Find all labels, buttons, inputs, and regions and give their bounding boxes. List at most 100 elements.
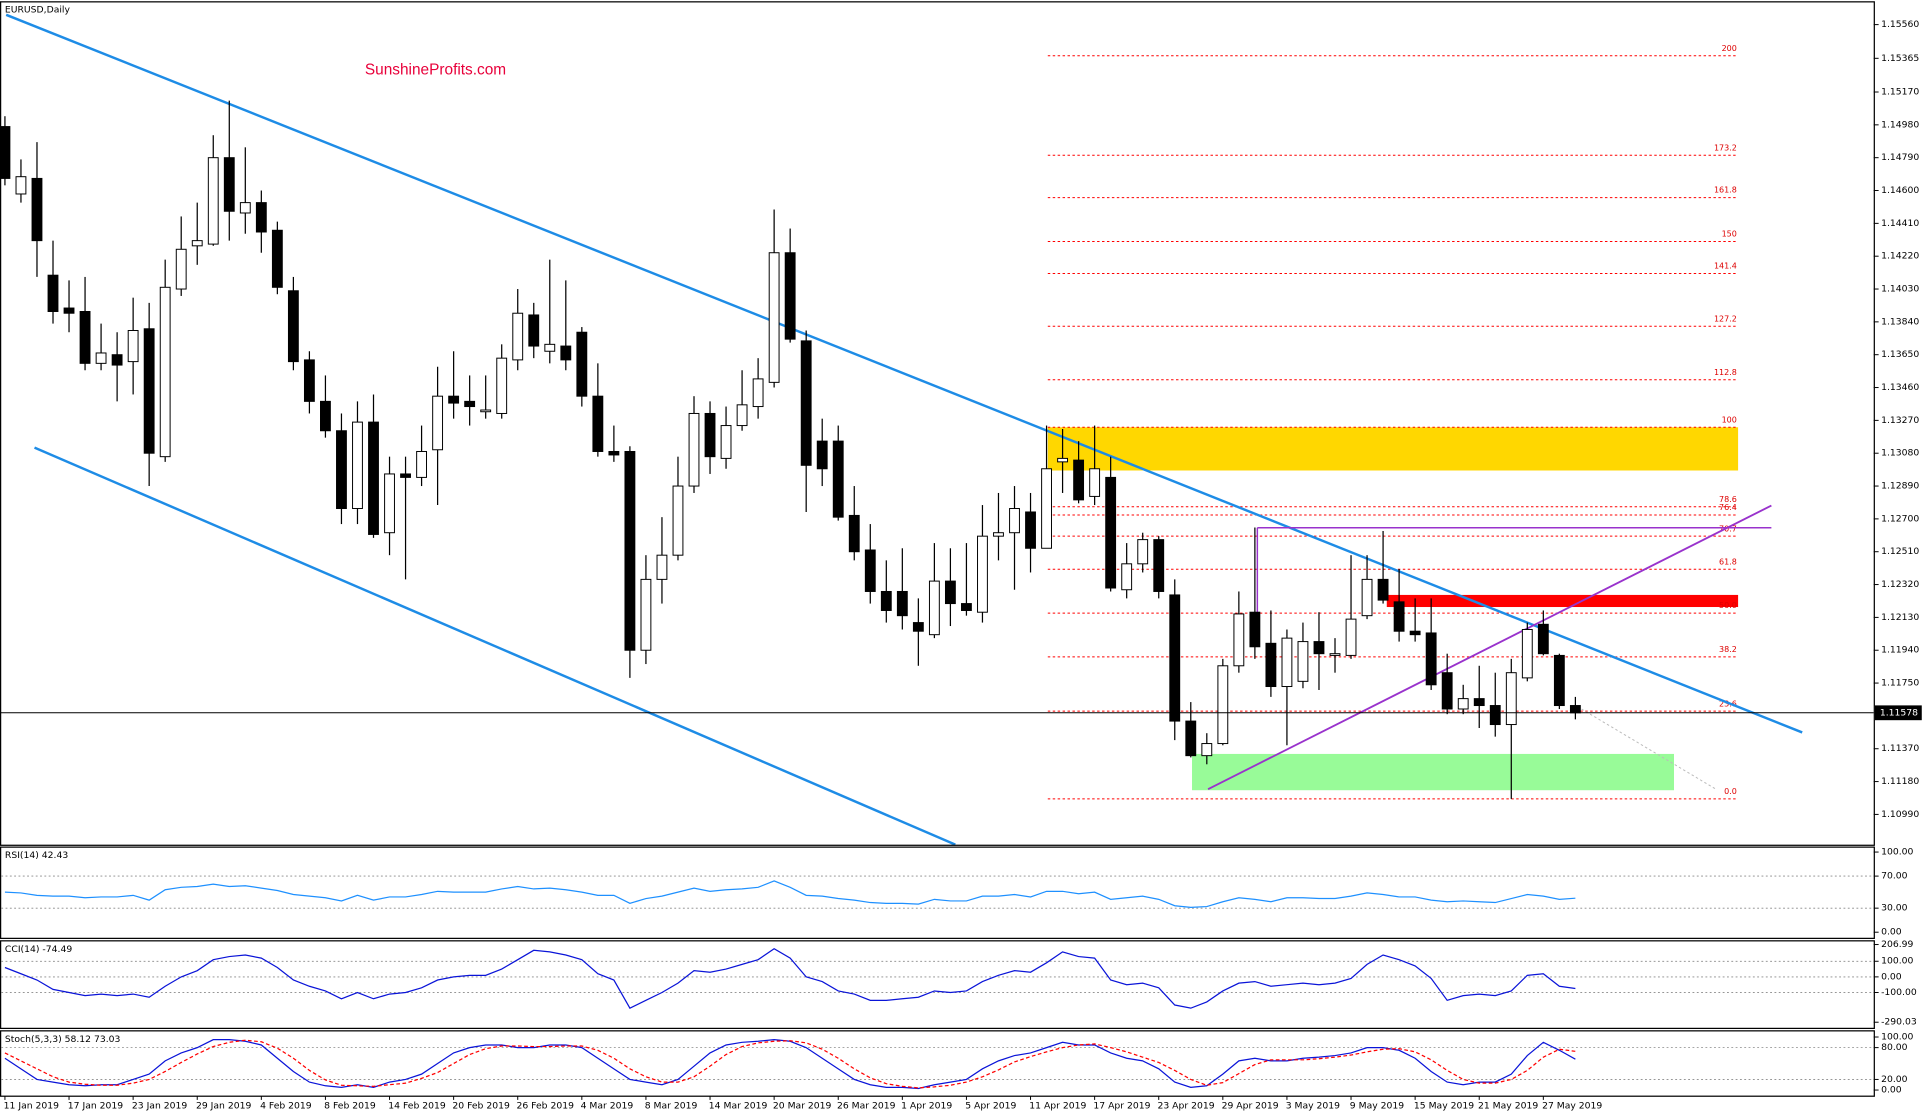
y-tick-label: 1.12510 <box>1881 546 1919 557</box>
x-tick-label: 20 Mar 2019 <box>773 1101 832 1111</box>
candle-body <box>704 412 716 458</box>
candle-body <box>271 229 283 288</box>
candle-body <box>63 307 75 314</box>
candle-body <box>624 450 636 651</box>
x-tick-label: 26 Feb 2019 <box>516 1101 574 1111</box>
fib-label: 173.2 <box>1714 143 1737 152</box>
channel-lower <box>34 446 956 846</box>
candle-body <box>1329 653 1341 656</box>
candle-body <box>1089 468 1101 497</box>
y-tick-label: 30.00 <box>1881 903 1908 914</box>
candle-body <box>977 535 988 613</box>
chart-title: EURUSD,Daily <box>5 4 71 15</box>
x-tick-label: 14 Mar 2019 <box>709 1101 768 1111</box>
y-tick-label: 1.10990 <box>1881 809 1919 820</box>
candle-body <box>31 177 43 242</box>
candle-body <box>79 311 91 364</box>
candle-body <box>1537 623 1549 655</box>
candle-body <box>239 202 251 214</box>
current-price-label: 1.11578 <box>1880 707 1918 718</box>
candle-body <box>752 378 764 408</box>
candle-body <box>848 514 860 553</box>
candle-body <box>303 359 315 402</box>
watermark: SunshineProfits.com <box>365 61 506 78</box>
candle-body <box>1425 632 1437 686</box>
fib-label: 112.8 <box>1714 368 1737 377</box>
candle-body <box>223 157 235 212</box>
x-tick-label: 9 May 2019 <box>1350 1101 1404 1111</box>
axes <box>0 1 1875 1097</box>
candle-body <box>1009 508 1020 534</box>
candle-body <box>944 580 956 605</box>
candle-body <box>464 400 476 408</box>
candle-body <box>1281 637 1293 688</box>
indicator-title: CCI(14) -74.49 <box>5 944 72 955</box>
x-tick-label: 17 Jan 2019 <box>68 1101 123 1111</box>
y-tick-label: 80.00 <box>1881 1042 1908 1053</box>
candle-body <box>159 286 171 458</box>
cci-pane <box>0 940 1875 1030</box>
y-tick-label: 1.13270 <box>1881 415 1919 426</box>
zone <box>1192 753 1674 791</box>
fib-label: 61.8 <box>1719 557 1737 566</box>
candle-body <box>928 580 940 636</box>
stoch-pane <box>0 1030 1875 1097</box>
candle-body <box>127 330 139 363</box>
candle-body <box>864 549 876 592</box>
candle-body <box>496 357 508 414</box>
x-tick-label: 26 Mar 2019 <box>837 1101 896 1111</box>
zones <box>1047 427 1739 791</box>
fib-label: 50.0 <box>1719 601 1737 610</box>
candle-body <box>95 352 107 364</box>
candle-body <box>1473 698 1485 707</box>
candle-body <box>880 590 892 611</box>
y-tick-label: 0.00 <box>1881 971 1902 982</box>
candle-body <box>544 343 556 352</box>
y-tick-label: 1.12890 <box>1881 481 1919 492</box>
x-tick-label: 23 Jan 2019 <box>132 1101 187 1111</box>
y-tick-label: 1.14980 <box>1881 119 1919 130</box>
candle-body <box>1345 618 1357 656</box>
y-tick-label: 1.15560 <box>1881 19 1919 30</box>
x-tick-label: 11 Apr 2019 <box>1029 1101 1086 1111</box>
candle-body <box>1489 705 1501 726</box>
candle-body <box>1249 611 1261 648</box>
y-tick-label: -100.00 <box>1881 987 1917 998</box>
candle-body <box>1233 613 1245 667</box>
candle-body <box>352 421 363 510</box>
candle-body <box>384 473 395 534</box>
fib-label: 100 <box>1722 415 1737 424</box>
candle-body <box>47 274 59 312</box>
x-tick-label: 23 Apr 2019 <box>1157 1101 1214 1111</box>
y-tick-label: -290.03 <box>1881 1017 1917 1028</box>
labels: 11 Jan 2019 17 Jan 2019 23 Jan 2019 29 Jan … <box>0 19 1922 1111</box>
indicator-line <box>4 880 1576 908</box>
candle-body <box>416 450 428 478</box>
candle-body <box>1217 665 1229 745</box>
candle-body <box>608 450 620 456</box>
candle-body <box>832 440 844 518</box>
candle-body <box>1265 642 1277 688</box>
x-tick-label: 27 May 2019 <box>1542 1101 1602 1111</box>
y-tick-label: 1.15365 <box>1881 53 1919 64</box>
candle-body <box>1393 601 1405 632</box>
candle-body <box>1457 698 1469 710</box>
candle-body <box>111 354 123 366</box>
y-tick-label: 1.14600 <box>1881 185 1919 196</box>
candle-body <box>961 603 972 611</box>
candle-body <box>15 176 27 195</box>
candle-body <box>400 473 411 478</box>
candle-body <box>1441 672 1453 710</box>
current-price-box <box>1874 705 1922 721</box>
candle-body <box>688 412 700 487</box>
candle-body <box>720 425 732 459</box>
candle-body <box>1505 672 1517 726</box>
y-tick-label: 1.13650 <box>1881 349 1919 360</box>
x-tick-label: 5 Apr 2019 <box>965 1101 1016 1111</box>
candle-body <box>1185 720 1197 757</box>
indicator-line <box>4 948 1576 1009</box>
candle-body <box>368 421 379 535</box>
candle-body <box>175 248 187 290</box>
candle-body <box>800 340 812 466</box>
